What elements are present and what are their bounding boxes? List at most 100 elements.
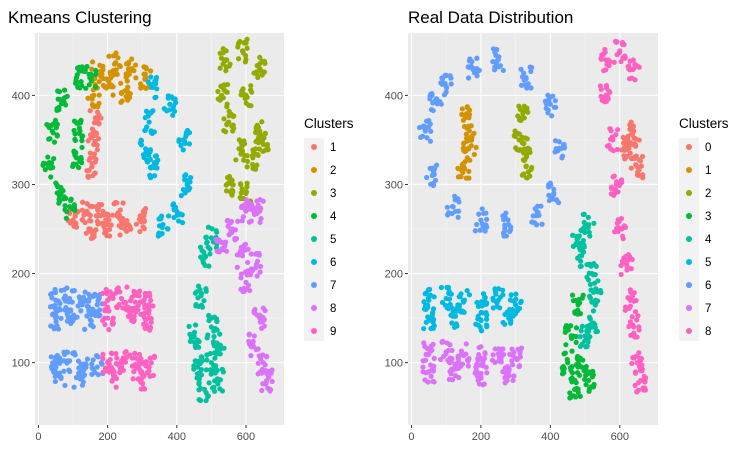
data-point bbox=[64, 93, 70, 99]
data-point bbox=[238, 275, 244, 281]
data-point bbox=[57, 96, 63, 103]
data-point bbox=[477, 227, 483, 233]
data-point bbox=[575, 386, 581, 392]
data-point bbox=[524, 136, 530, 142]
data-point bbox=[81, 367, 87, 373]
data-point bbox=[551, 186, 557, 192]
data-point bbox=[90, 172, 96, 179]
data-point bbox=[54, 133, 60, 139]
data-point bbox=[132, 62, 139, 68]
data-point bbox=[577, 242, 584, 248]
legend-key bbox=[311, 167, 317, 173]
data-point bbox=[89, 361, 95, 367]
data-point bbox=[525, 81, 531, 87]
data-point bbox=[89, 160, 95, 167]
data-point bbox=[42, 167, 48, 173]
data-point bbox=[635, 313, 641, 319]
data-point bbox=[455, 196, 461, 202]
data-point bbox=[131, 68, 137, 74]
data-point bbox=[624, 263, 630, 269]
data-point bbox=[104, 211, 111, 217]
data-point bbox=[502, 225, 508, 231]
legend-key bbox=[686, 213, 692, 219]
data-point bbox=[580, 237, 587, 244]
data-point bbox=[73, 150, 79, 156]
data-point bbox=[48, 174, 54, 180]
data-point bbox=[137, 228, 143, 235]
data-point bbox=[223, 68, 229, 74]
data-point bbox=[631, 298, 637, 304]
data-point bbox=[207, 350, 213, 357]
data-point bbox=[574, 298, 580, 304]
data-point bbox=[642, 375, 649, 381]
data-point bbox=[553, 104, 559, 110]
data-point bbox=[192, 358, 198, 364]
data-point bbox=[73, 220, 79, 226]
data-point bbox=[79, 144, 85, 151]
data-point bbox=[573, 333, 579, 340]
data-point bbox=[463, 341, 469, 347]
data-point bbox=[642, 385, 648, 391]
legend-key bbox=[311, 328, 317, 334]
data-point bbox=[217, 331, 223, 337]
data-point bbox=[586, 328, 592, 334]
data-point bbox=[481, 381, 487, 387]
data-point bbox=[579, 295, 585, 301]
data-point bbox=[509, 358, 515, 364]
data-point bbox=[614, 179, 620, 185]
legend-label: 6 bbox=[705, 280, 711, 292]
data-point bbox=[510, 377, 516, 383]
data-point bbox=[594, 328, 601, 335]
data-point bbox=[474, 370, 481, 376]
data-point bbox=[206, 380, 212, 386]
data-point bbox=[80, 133, 86, 139]
data-point bbox=[94, 147, 100, 153]
data-point bbox=[592, 271, 598, 278]
data-point bbox=[569, 348, 575, 354]
data-point bbox=[89, 59, 96, 65]
data-point bbox=[614, 127, 621, 133]
data-point bbox=[86, 291, 92, 298]
y-tick-label: 100 bbox=[385, 358, 403, 370]
data-point bbox=[466, 356, 472, 362]
data-point bbox=[141, 213, 147, 219]
data-point bbox=[460, 298, 467, 304]
data-point bbox=[576, 362, 582, 368]
data-point bbox=[113, 67, 119, 73]
legend-key bbox=[311, 190, 317, 196]
data-point bbox=[70, 350, 76, 357]
data-point bbox=[218, 83, 224, 89]
data-point bbox=[52, 366, 58, 372]
data-point bbox=[232, 235, 238, 242]
data-point bbox=[79, 302, 85, 308]
data-point bbox=[474, 221, 480, 228]
data-point bbox=[242, 52, 249, 59]
data-point bbox=[511, 298, 517, 304]
data-point bbox=[626, 63, 632, 69]
data-point bbox=[521, 77, 527, 83]
data-point bbox=[187, 179, 193, 185]
data-point bbox=[632, 309, 639, 315]
data-point bbox=[201, 298, 207, 304]
legend-key bbox=[686, 167, 692, 173]
data-point bbox=[246, 332, 252, 338]
data-point bbox=[627, 150, 633, 156]
data-point bbox=[525, 169, 531, 175]
data-point bbox=[587, 233, 593, 239]
data-point bbox=[131, 288, 137, 294]
data-point bbox=[638, 163, 645, 169]
data-point bbox=[483, 316, 490, 322]
data-point bbox=[212, 378, 218, 384]
data-point bbox=[179, 220, 186, 226]
data-point bbox=[65, 358, 71, 364]
data-point bbox=[85, 95, 91, 101]
data-point bbox=[424, 369, 430, 376]
data-point bbox=[427, 286, 433, 292]
data-point bbox=[630, 57, 636, 63]
data-point bbox=[601, 94, 607, 100]
data-point bbox=[452, 361, 458, 367]
data-point bbox=[498, 350, 504, 356]
data-point bbox=[87, 132, 94, 138]
data-point bbox=[79, 207, 85, 213]
data-point bbox=[148, 128, 154, 134]
